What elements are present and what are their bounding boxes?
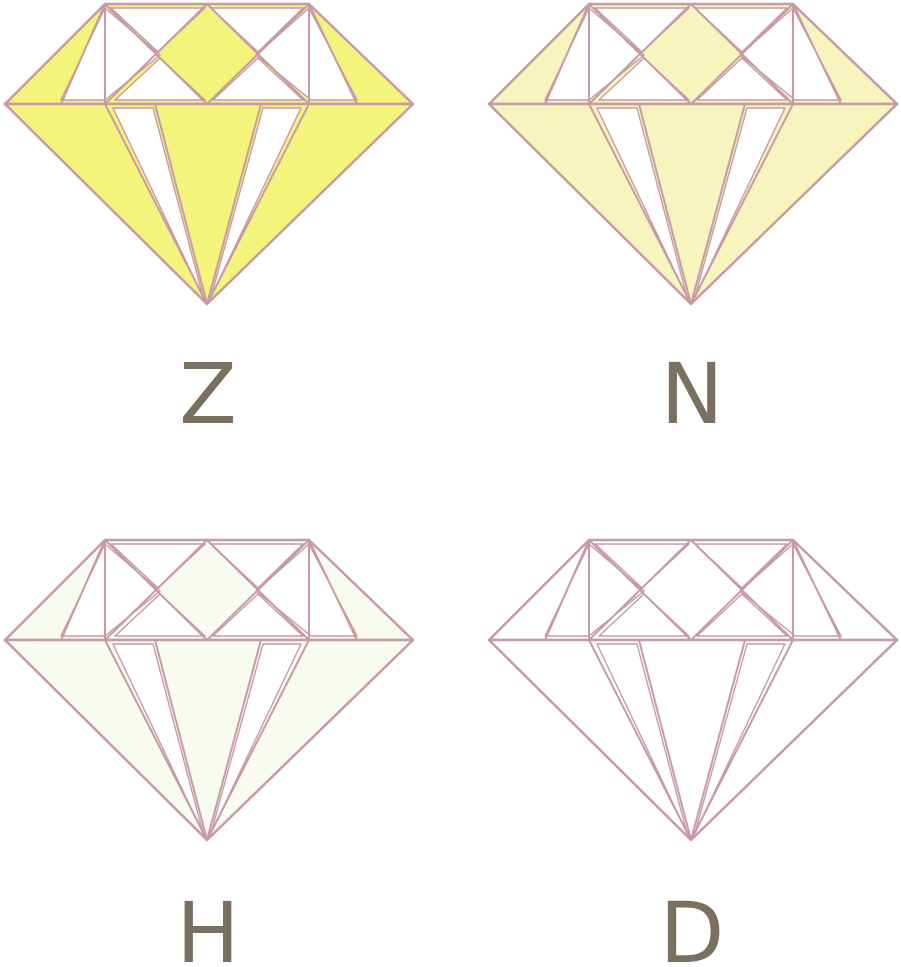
diamond-facet-edge [104, 103, 208, 305]
diamond-pavilion [487, 638, 899, 842]
diamond-facet [694, 107, 786, 298]
diamond-facet [210, 643, 302, 834]
diamond-grade-h [3, 538, 415, 842]
grade-label-d: D [660, 884, 725, 967]
diamond-facet-edge [638, 639, 692, 841]
diamond-pavilion [487, 102, 899, 306]
diamond-facet-edge [104, 639, 208, 841]
diamond-facet-edge [792, 3, 842, 105]
diamond-facet-edge [154, 639, 208, 841]
diamond-facet-edge [588, 639, 692, 841]
diamond-pavilion [3, 102, 415, 306]
diamond-grade-n [487, 2, 899, 306]
diamond-grade-z [3, 2, 415, 306]
diamond-pavilion [3, 638, 415, 842]
diamond-facet-edge [690, 539, 794, 641]
diamond-facet-edge [308, 3, 358, 105]
diamond-facet-edge [308, 539, 358, 641]
diamond-facet-edge [588, 103, 692, 305]
diamond-facet-edge [206, 539, 310, 641]
diamond-facet-edge [544, 539, 590, 641]
diamond-facet-edge [588, 3, 692, 105]
diamond-facet-edge [206, 103, 262, 305]
diamond-facet [212, 57, 304, 101]
diamond-facet-edge [206, 639, 262, 841]
diamond-facet-edge [154, 103, 208, 305]
diamond-facet-edge [690, 103, 794, 305]
diamond-facet [694, 643, 786, 834]
diamond-facet [696, 57, 788, 101]
diamond-facet [112, 107, 204, 298]
diamond-facet-edge [690, 3, 794, 105]
diamond-facet-edge [104, 539, 208, 641]
diamond-facet-edge [104, 3, 208, 105]
grade-label-h: H [176, 884, 239, 967]
diamond-facet-edge [206, 3, 310, 105]
diamond-facet-edge [792, 539, 842, 641]
diamond-facet-edge [60, 539, 106, 641]
diamond-facet-edge [60, 3, 106, 105]
diamond-facet-edge [690, 639, 794, 841]
diamond-facet [596, 643, 688, 834]
diamond-facet-edge [690, 103, 746, 305]
grade-label-n: N [661, 345, 724, 443]
diamond-facet [112, 643, 204, 834]
diamond-facet-edge [690, 639, 746, 841]
diamond-facet-edge [206, 103, 310, 305]
grade-label-z: Z [179, 345, 237, 443]
diamond-facet-edge [638, 103, 692, 305]
diamond-facet [596, 107, 688, 298]
diamond-facet-edge [588, 539, 692, 641]
diamond-facet [210, 107, 302, 298]
diamond-facet [212, 593, 304, 637]
diamond-facet-edge [544, 3, 590, 105]
diamond-grade-d [487, 538, 899, 842]
diamond-facet-edge [206, 639, 310, 841]
diamond-facet [696, 593, 788, 637]
